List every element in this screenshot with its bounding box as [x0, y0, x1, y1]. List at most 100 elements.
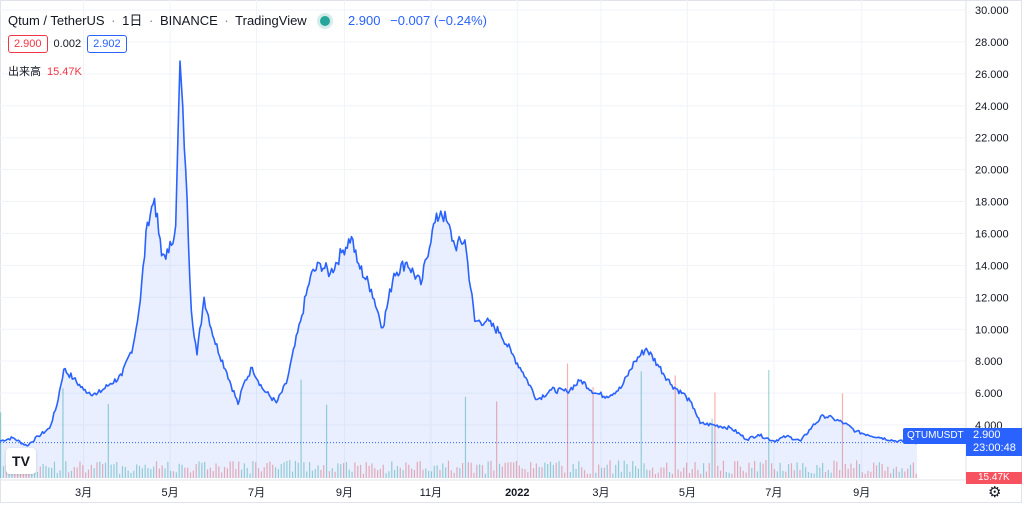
volume-bar	[340, 464, 342, 478]
volume-bar	[583, 470, 586, 478]
volume-bar	[532, 468, 535, 478]
volume-bar	[405, 462, 407, 478]
volume-bar	[119, 473, 121, 478]
volume-bar	[765, 460, 767, 478]
volume-bar	[685, 462, 688, 478]
exchange-label: BINANCE	[160, 13, 218, 28]
gear-icon[interactable]: ⚙	[988, 484, 1002, 501]
volume-bar	[51, 467, 53, 478]
volume-bar	[771, 463, 773, 478]
y-tick-label: 6.000	[975, 388, 1003, 400]
volume-bar	[748, 462, 750, 478]
volume-bar	[708, 463, 710, 478]
volume-bar	[144, 464, 146, 478]
volume-bar	[544, 462, 546, 478]
volume-bar	[674, 375, 676, 478]
volume-bar	[742, 470, 744, 478]
y-tick-label: 14.000	[975, 260, 1009, 272]
volume-bar	[147, 468, 149, 478]
volume-legend[interactable]: 出来高 15.47K	[8, 63, 82, 79]
volume-bar	[762, 463, 764, 478]
volume-bar	[589, 473, 591, 478]
interval-label[interactable]: 1日	[122, 13, 143, 28]
volume-bar	[510, 462, 512, 478]
buy-button[interactable]: 2.902	[87, 35, 127, 53]
x-tick-label: 7月	[248, 487, 265, 499]
volume-bar	[915, 473, 917, 478]
volume-bar	[484, 473, 486, 478]
tradingview-logo-icon[interactable]: TV	[6, 448, 36, 474]
volume-bar	[294, 460, 297, 478]
bid-ask-panel: 2.900 0.002 2.902	[8, 35, 127, 53]
volume-bar	[110, 464, 112, 478]
volume-bar	[887, 466, 889, 478]
volume-bar	[240, 469, 243, 478]
volume-bar	[453, 472, 455, 478]
volume-bar	[121, 466, 124, 478]
volume-bar	[705, 471, 708, 478]
volume-bar	[907, 468, 909, 478]
bar-countdown: 23:00:48	[973, 442, 1016, 454]
volume-bar	[909, 464, 912, 478]
volume-bar	[394, 469, 396, 478]
volume-bar	[164, 468, 166, 478]
volume-bar	[867, 470, 869, 478]
volume-bar	[433, 465, 435, 478]
last-price: 2.900	[347, 13, 381, 28]
volume-bar	[651, 467, 654, 478]
volume-bar	[623, 460, 625, 478]
volume-bar	[246, 468, 248, 478]
volume-bar	[277, 468, 279, 478]
volume-bar	[428, 470, 430, 478]
price-line[interactable]	[0, 60, 918, 447]
volume-bar	[45, 466, 47, 478]
volume-bar	[751, 467, 753, 478]
volume-bar	[243, 463, 245, 478]
volume-bar	[470, 462, 472, 478]
volume-bar	[388, 471, 390, 478]
volume-bar	[600, 467, 603, 478]
volume-bar	[229, 461, 231, 478]
volume-bar	[274, 467, 277, 478]
volume-bar	[53, 461, 56, 478]
volume-bar	[739, 466, 742, 478]
symbol-name[interactable]: Qtum / TetherUS	[8, 13, 105, 28]
volume-bar	[396, 466, 399, 478]
volume-bar	[385, 473, 387, 478]
sell-button[interactable]: 2.900	[8, 35, 48, 53]
x-tick-label: 7月	[765, 487, 782, 499]
volume-bar	[425, 468, 427, 478]
volume-bar	[189, 472, 192, 478]
volume-bar	[768, 370, 770, 478]
volume-bar	[646, 469, 648, 478]
volume-bar	[399, 467, 401, 478]
volume-bar	[127, 470, 129, 478]
volume-bar	[73, 466, 75, 478]
volume-bar	[36, 472, 39, 478]
volume-bar	[722, 460, 725, 478]
volume-bar	[450, 470, 452, 478]
y-tick-label: 30.000	[975, 5, 1009, 17]
volume-bar	[895, 466, 897, 478]
volume-bar	[167, 461, 169, 478]
volume-bar	[280, 463, 282, 478]
volume-bar	[819, 467, 821, 478]
volume-bar	[150, 469, 152, 478]
volume-bar	[184, 467, 186, 478]
volume-bar	[320, 469, 322, 478]
volume-bar	[439, 469, 441, 478]
volume-bar	[252, 461, 254, 478]
volume-bar	[221, 472, 223, 478]
volume-bar	[487, 461, 489, 478]
volume-bar	[419, 461, 421, 478]
volume-bar	[96, 462, 98, 478]
volume-bar	[756, 471, 759, 478]
volume-bar	[493, 470, 495, 478]
volume-bar	[28, 470, 30, 478]
volume-bar	[643, 463, 645, 478]
volume-bar	[155, 461, 158, 478]
volume-bar	[314, 469, 316, 478]
volume-bar	[334, 471, 336, 478]
volume-bar	[688, 473, 691, 478]
